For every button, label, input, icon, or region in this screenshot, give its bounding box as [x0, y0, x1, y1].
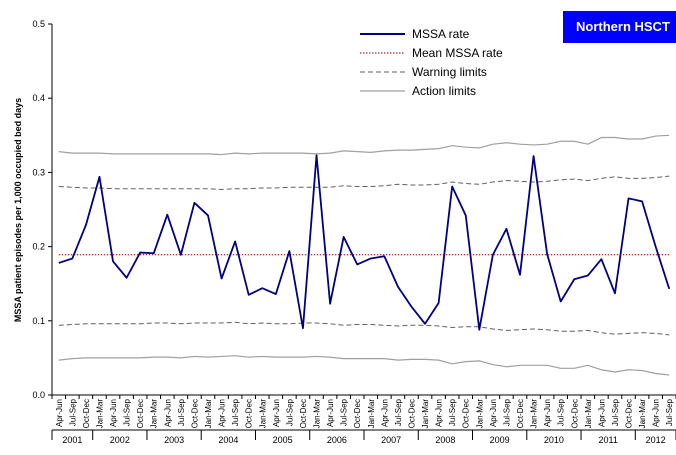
x-tick-label: Apr-Jun	[326, 399, 335, 427]
year-labels: 2001 2002 2003 2004 2005 2006 2007 2008 2009 2010…	[51, 430, 676, 445]
x-tick-label: Apr-Jun	[163, 399, 172, 427]
series-line-upper-action	[58, 134, 670, 156]
x-tick-label: Jan-Mar	[258, 399, 267, 429]
x-ticks: Apr-Jun Jul-Sep Oct-Dec Jan-Mar Apr-Jun Jul-S…	[51, 395, 676, 429]
x-tick-label: Jul-Sep	[394, 398, 403, 426]
x-tick-label: Apr-Jun	[597, 399, 606, 427]
y-tick-label: 0.4	[32, 93, 45, 103]
x-tick-label: Jan-Mar	[584, 399, 593, 429]
x-tick-label: Oct-Dec	[353, 399, 362, 428]
legend-label-mean: Mean MSSA rate	[412, 46, 503, 60]
x-tick-label: Jul-Sep	[557, 398, 566, 426]
x-tick-label: Apr-Jun	[543, 399, 552, 427]
series-line-mssa-rate	[58, 154, 671, 331]
x-tick-label: Jul-Sep	[231, 398, 240, 426]
series-line-lower-warning	[58, 321, 670, 336]
year-label: 2005	[273, 435, 293, 445]
x-tick-label: Apr-Jun	[55, 399, 64, 427]
x-tick-label: Jan-Mar	[421, 399, 430, 429]
x-tick-label: Apr-Jun	[652, 399, 661, 427]
x-tick-label: Apr-Jun	[435, 399, 444, 427]
legend: MSSA rate Mean MSSA rate Warning limits …	[360, 27, 503, 98]
x-tick-label: Jul-Sep	[123, 398, 132, 426]
series-line-upper-warning	[58, 175, 670, 190]
x-tick-label: Jan-Mar	[150, 399, 159, 429]
x-tick-label: Jan-Mar	[475, 399, 484, 429]
series-line-lower-action	[58, 355, 670, 376]
year-label: 2002	[110, 435, 130, 445]
x-tick-label: Oct-Dec	[136, 399, 145, 428]
year-label: 2012	[646, 435, 666, 445]
northern-hsct-badge: Northern HSCT	[563, 11, 676, 43]
y-tick-label: 0.5	[32, 19, 45, 29]
x-tick-label: Oct-Dec	[82, 399, 91, 428]
x-tick-label: Apr-Jun	[380, 399, 389, 427]
legend-label-action: Action limits	[412, 84, 476, 98]
x-tick-label: Apr-Jun	[109, 399, 118, 427]
x-tick-label: Oct-Dec	[570, 399, 579, 428]
x-tick-label: Jul-Sep	[285, 398, 294, 426]
x-tick-label: Jul-Sep	[611, 398, 620, 426]
x-tick-label: Jul-Sep	[177, 398, 186, 426]
x-tick-label: Jul-Sep	[665, 398, 674, 426]
x-tick-label: Jul-Sep	[448, 398, 457, 426]
legend-label-warning: Warning limits	[412, 65, 487, 79]
x-tick-label: Oct-Dec	[190, 399, 199, 428]
x-tick-label: Oct-Dec	[407, 399, 416, 428]
x-tick-label: Apr-Jun	[272, 399, 281, 427]
x-tick-label: Jan-Mar	[313, 399, 322, 429]
x-tick-label: Jan-Mar	[367, 399, 376, 429]
x-tick-label: Oct-Dec	[516, 399, 525, 428]
x-tick-label: Jul-Sep	[502, 398, 511, 426]
year-label: 2011	[598, 435, 617, 445]
x-tick-label: Jan-Mar	[530, 399, 539, 429]
y-tick-label: 0.2	[32, 242, 45, 252]
year-label: 2010	[544, 435, 564, 445]
x-tick-label: Jul-Sep	[68, 398, 77, 426]
x-tick-label: Jul-Sep	[340, 398, 349, 426]
x-tick-label: Apr-Jun	[489, 399, 498, 427]
year-label: 2009	[490, 435, 510, 445]
year-label: 2008	[435, 435, 455, 445]
y-tick-label: 0.0	[32, 390, 45, 400]
legend-label-mssa-rate: MSSA rate	[412, 27, 470, 41]
x-tick-label: Apr-Jun	[218, 399, 227, 427]
x-tick-label: Jan-Mar	[638, 399, 647, 429]
axes	[51, 24, 676, 431]
y-ticks: 0.0 0.1 0.2 0.3 0.4 0.5	[32, 19, 52, 400]
x-tick-label: Oct-Dec	[299, 399, 308, 428]
y-tick-label: 0.3	[32, 167, 45, 177]
x-tick-label: Jan-Mar	[204, 399, 213, 429]
x-tick-label: Jan-Mar	[95, 399, 104, 429]
y-axis-title: MSSA patient episodes per 1,000 occupied…	[13, 98, 23, 322]
series-lines	[58, 134, 671, 376]
x-tick-label: Oct-Dec	[245, 399, 254, 428]
x-tick-label: Oct-Dec	[625, 399, 634, 428]
year-label: 2004	[218, 435, 238, 445]
year-label: 2007	[381, 435, 401, 445]
year-label: 2006	[327, 435, 347, 445]
year-label: 2003	[164, 435, 184, 445]
y-tick-label: 0.1	[32, 316, 45, 326]
year-label: 2001	[62, 435, 82, 445]
x-tick-label: Oct-Dec	[462, 399, 471, 428]
